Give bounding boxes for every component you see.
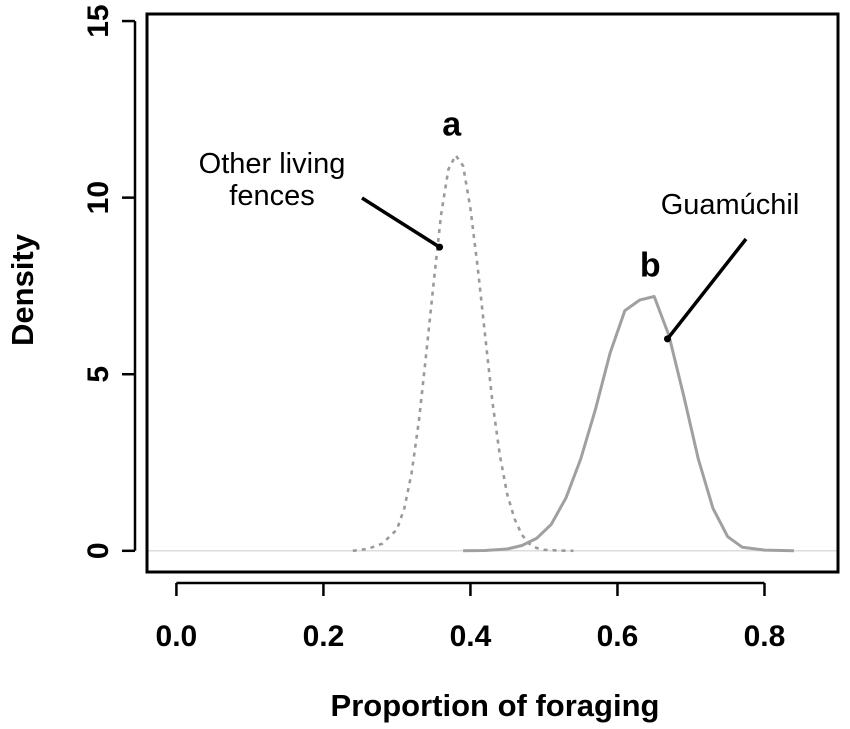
group-letter-b: b bbox=[640, 247, 661, 285]
annotation-line: fences bbox=[229, 180, 314, 212]
x-axis: 0.0 0.2 0.4 0.6 0.8 bbox=[156, 581, 786, 653]
y-tick-label: 5 bbox=[82, 366, 115, 383]
y-tick-label: 10 bbox=[82, 181, 115, 214]
x-tick-label: 0.0 bbox=[156, 620, 198, 653]
plot-area: ab bbox=[148, 105, 837, 553]
annotations: Other living fences Guamúchil bbox=[199, 148, 800, 343]
x-tick-label: 0.2 bbox=[303, 620, 345, 653]
y-tick-label: 15 bbox=[82, 4, 115, 37]
annotation-label-guamuchil: Guamúchil bbox=[661, 189, 800, 221]
x-axis-label: Proportion of foraging bbox=[331, 688, 660, 723]
leader-line-guamuchil bbox=[666, 237, 748, 340]
plot-frame bbox=[145, 12, 840, 574]
series-line-2 bbox=[463, 295, 794, 553]
group-letter-a: a bbox=[442, 105, 462, 143]
leader-line-other-living-fences bbox=[361, 196, 441, 249]
x-tick-label: 0.8 bbox=[744, 620, 786, 653]
annotation-label-other-living-fences: Other living fences bbox=[199, 148, 346, 212]
y-axis-label: Density bbox=[5, 233, 40, 346]
x-tick-label: 0.6 bbox=[597, 620, 639, 653]
leader-dot-other-living-fences bbox=[436, 243, 444, 251]
y-axis: 0 5 10 15 bbox=[82, 4, 137, 559]
x-tick-label: 0.4 bbox=[450, 620, 492, 653]
y-tick-label: 0 bbox=[82, 542, 115, 559]
leader-dot-guamuchil bbox=[663, 335, 671, 343]
annotation-line: Other living bbox=[199, 148, 346, 180]
